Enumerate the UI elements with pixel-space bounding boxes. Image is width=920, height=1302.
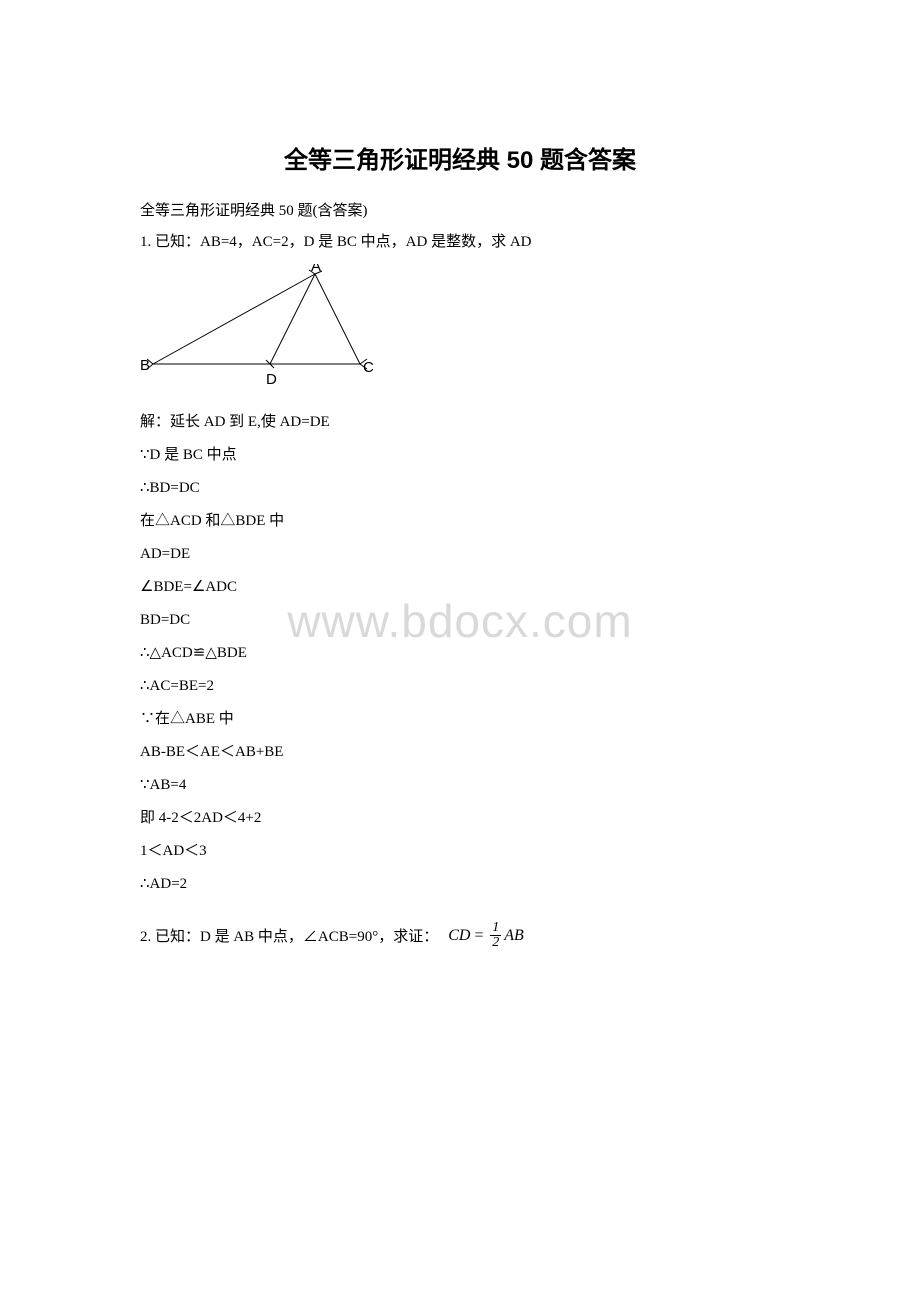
solution-line: ∵AB=4 xyxy=(140,769,780,802)
triangle-svg: A B C D xyxy=(140,264,390,389)
formula-fraction: 1 2 xyxy=(490,921,501,950)
svg-text:B: B xyxy=(140,357,150,374)
fraction-denominator: 2 xyxy=(490,936,501,950)
solution-line: BD=DC xyxy=(140,604,780,637)
formula: CD = 1 2 AB xyxy=(448,921,524,950)
triangle-diagram: A B C D xyxy=(140,264,780,394)
formula-ab: AB xyxy=(504,927,524,945)
solution-line: ∴△ACD≌△BDE xyxy=(140,637,780,670)
solution-line: 即 4-2＜2AD＜4+2 xyxy=(140,802,780,835)
solution-line: ∵D 是 BC 中点 xyxy=(140,439,780,472)
problem1-text: 1. 已知：AB=4，AC=2，D 是 BC 中点，AD 是整数，求 AD xyxy=(140,230,780,254)
solution-line: 1＜AD＜3 xyxy=(140,835,780,868)
problem2-text: 2. 已知：D 是 AB 中点，∠ACB=90°，求证： xyxy=(140,925,438,946)
solution-line: 在△ACD 和△BDE 中 xyxy=(140,505,780,538)
formula-equals: = xyxy=(473,927,484,945)
solution-line: ∵在△ABE 中 xyxy=(140,703,780,736)
solution-line: ∴AC=BE=2 xyxy=(140,670,780,703)
solution-line: ∴BD=DC xyxy=(140,472,780,505)
solution-line: ∴AD=2 xyxy=(140,868,780,901)
document-content: 全等三角形证明经典 50 题含答案 全等三角形证明经典 50 题(含答案) 1.… xyxy=(140,140,780,950)
document-subtitle: 全等三角形证明经典 50 题(含答案) xyxy=(140,199,780,220)
fraction-numerator: 1 xyxy=(490,921,501,936)
formula-cd: CD xyxy=(448,927,470,945)
solution-line: ∠BDE=∠ADC xyxy=(140,571,780,604)
solution-container: 解：延长 AD 到 E,使 AD=DE∵D 是 BC 中点∴BD=DC在△ACD… xyxy=(140,406,780,901)
svg-text:C: C xyxy=(363,359,374,376)
solution-line: AB-BE＜AE＜AB+BE xyxy=(140,736,780,769)
document-title: 全等三角形证明经典 50 题含答案 xyxy=(140,140,780,175)
svg-text:A: A xyxy=(311,264,321,275)
problem2-container: 2. 已知：D 是 AB 中点，∠ACB=90°，求证： CD = 1 2 AB xyxy=(140,921,780,950)
solution-line: AD=DE xyxy=(140,538,780,571)
svg-text:D: D xyxy=(266,371,277,388)
solution-line: 解：延长 AD 到 E,使 AD=DE xyxy=(140,406,780,439)
